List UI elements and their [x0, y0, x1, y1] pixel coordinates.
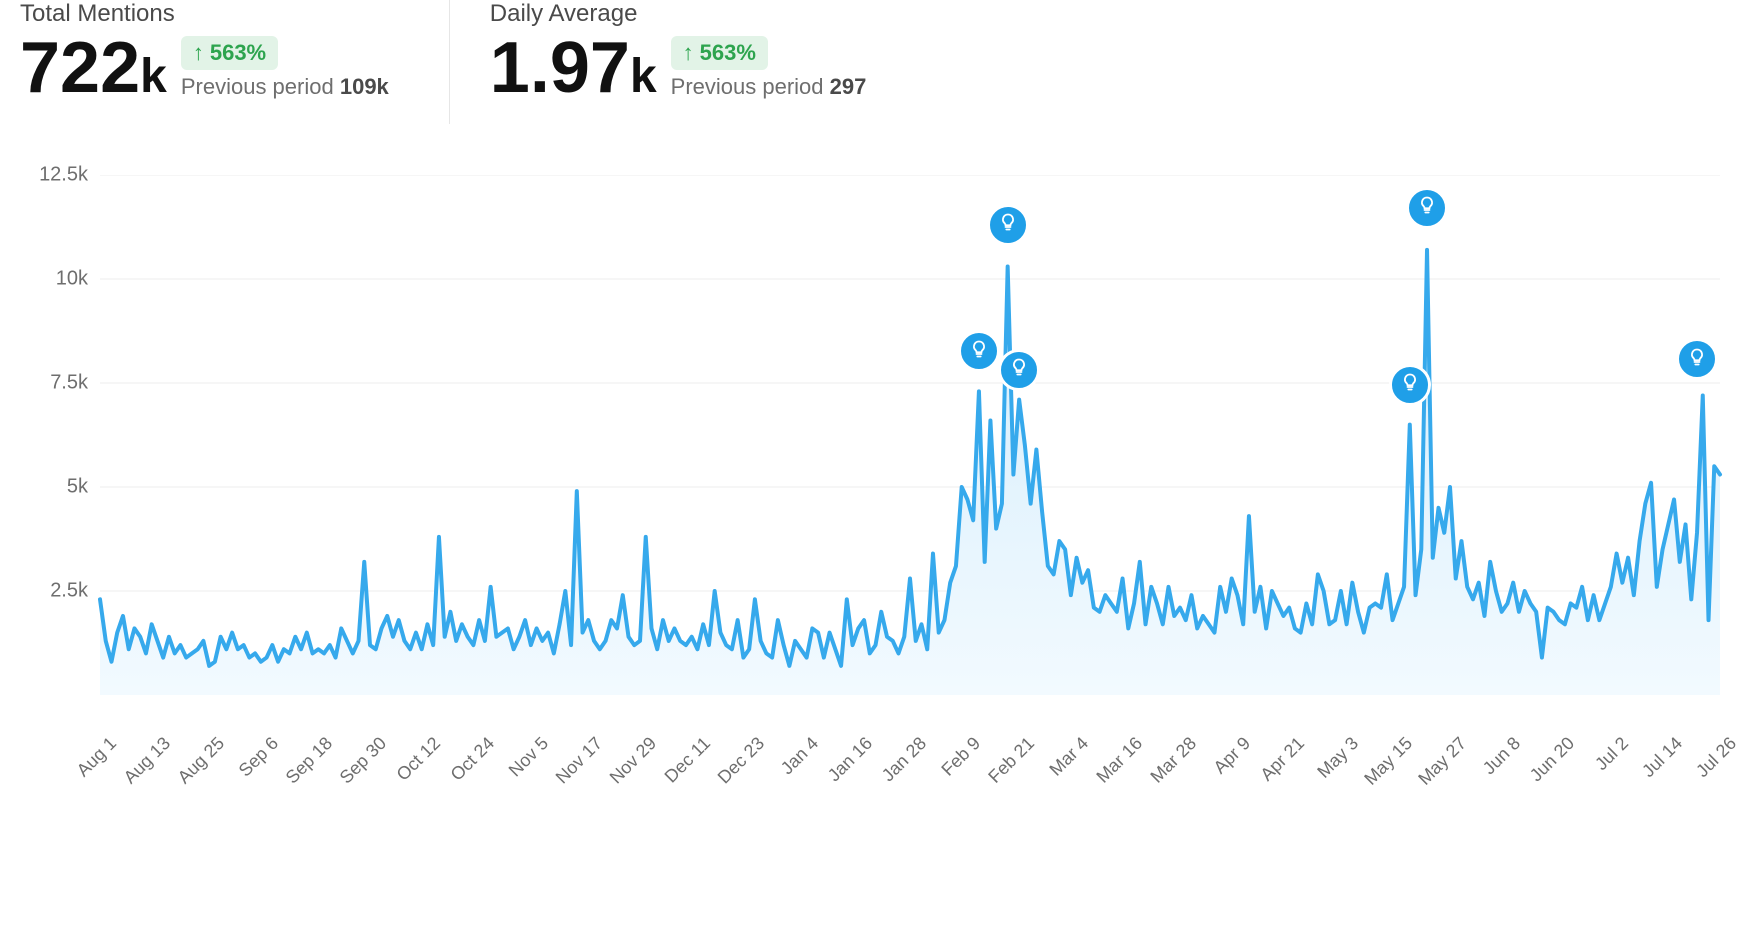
dashboard-panel: Total Mentions 722k ↑ 563% Previous peri…	[0, 0, 1754, 936]
metric-change-badge: ↑ 563%	[181, 36, 278, 70]
metric-total-mentions: Total Mentions 722k ↑ 563% Previous peri…	[20, 0, 409, 124]
y-axis-label: 10k	[56, 268, 88, 291]
insight-marker[interactable]	[1676, 338, 1718, 380]
y-axis-label: 2.5k	[50, 580, 88, 603]
insight-marker[interactable]	[1389, 364, 1431, 406]
lightbulb-icon	[1400, 372, 1420, 397]
lightbulb-icon	[1687, 347, 1707, 372]
metrics-row: Total Mentions 722k ↑ 563% Previous peri…	[0, 0, 1754, 124]
lightbulb-icon	[969, 339, 989, 364]
y-axis-label: 12.5k	[39, 164, 88, 187]
y-axis-label: 7.5k	[50, 372, 88, 395]
arrow-up-icon: ↑	[193, 40, 204, 66]
insight-marker[interactable]	[958, 330, 1000, 372]
lightbulb-icon	[1009, 357, 1029, 382]
metric-previous: Previous period 297	[671, 74, 867, 100]
lightbulb-icon	[1417, 195, 1437, 220]
metric-daily-average: Daily Average 1.97k ↑ 563% Previous peri…	[449, 0, 887, 124]
lightbulb-icon	[998, 212, 1018, 237]
metric-value: 1.97k	[490, 32, 657, 104]
metric-title: Daily Average	[490, 0, 867, 28]
metric-title: Total Mentions	[20, 0, 389, 28]
metric-change-badge: ↑ 563%	[671, 36, 768, 70]
insight-marker[interactable]	[987, 204, 1029, 246]
mentions-chart[interactable]: 2.5k5k7.5k10k12.5kAug 1Aug 13Aug 25Sep 6…	[20, 175, 1734, 795]
arrow-up-icon: ↑	[683, 40, 694, 66]
y-axis-label: 5k	[67, 476, 88, 499]
metric-previous: Previous period 109k	[181, 74, 389, 100]
insight-marker[interactable]	[998, 349, 1040, 391]
chart-canvas	[20, 175, 1734, 795]
insight-marker[interactable]	[1406, 187, 1448, 229]
metric-value: 722k	[20, 32, 167, 104]
